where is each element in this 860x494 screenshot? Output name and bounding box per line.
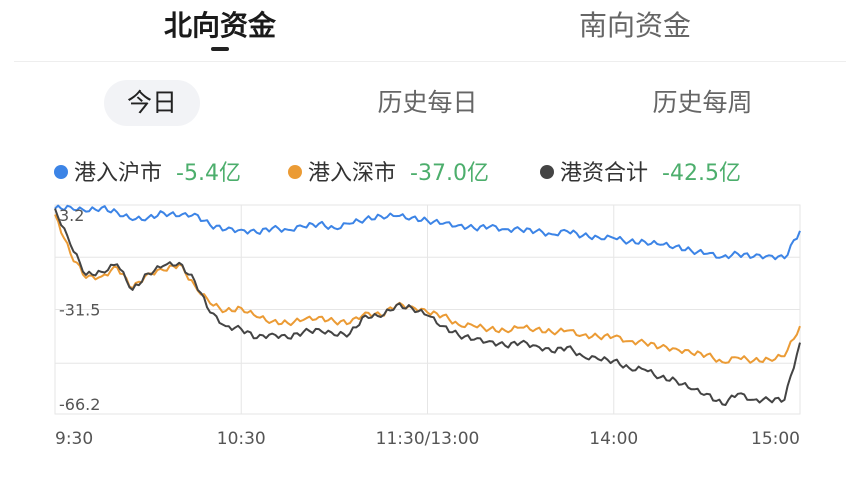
x-tick-label: 10:30 — [217, 429, 266, 449]
subtab-history-weekly[interactable]: 历史每周 — [652, 88, 753, 117]
legend-name: 港资合计 — [560, 161, 649, 186]
legend-value: -42.5亿 — [662, 161, 741, 186]
subtab-today[interactable]: 今日 — [104, 80, 200, 126]
legend-dot-shenzhen — [288, 165, 302, 179]
legend-name: 港入深市 — [308, 161, 397, 186]
tab-southbound[interactable]: 南向资金 — [578, 9, 691, 42]
subtab-history-daily[interactable]: 历史每日 — [377, 88, 478, 117]
y-tick-label: 3.2 — [59, 206, 84, 225]
y-tick-label: -31.5 — [59, 301, 100, 320]
legend-dot-shanghai — [54, 165, 68, 179]
y-tick-label: -66.2 — [59, 395, 100, 414]
series-line-2 — [54, 214, 801, 364]
legend-item-shenzhen: 港入深市 -37.0亿 — [288, 157, 489, 191]
header-divider — [14, 61, 846, 62]
series-line-3 — [54, 208, 801, 406]
legend-value: -37.0亿 — [410, 161, 489, 186]
x-tick-label: 9:30 — [55, 429, 93, 449]
legend-value: -5.4亿 — [176, 161, 241, 186]
x-tick-label: 11:30/13:00 — [376, 429, 480, 449]
legend-dot-total — [540, 165, 554, 179]
legend-item-shanghai: 港入沪市 -5.4亿 — [54, 157, 241, 191]
x-tick-label: 15:00 — [751, 429, 800, 449]
tab-northbound[interactable]: 北向资金 — [163, 9, 276, 42]
legend-name: 港入沪市 — [74, 161, 163, 186]
series-line-1 — [54, 204, 801, 261]
legend-item-total: 港资合计 -42.5亿 — [540, 157, 741, 191]
x-tick-label: 14:00 — [589, 429, 638, 449]
active-tab-indicator — [211, 47, 229, 51]
